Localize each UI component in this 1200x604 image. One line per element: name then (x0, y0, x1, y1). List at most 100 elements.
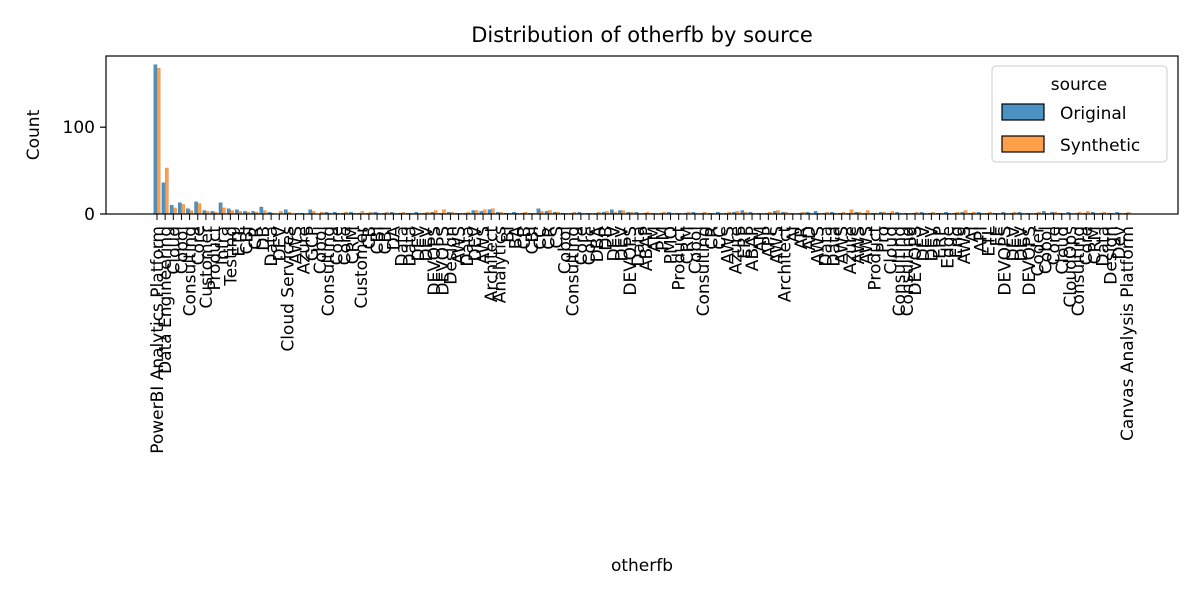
x-tick-label-52: Core (572, 226, 592, 265)
bar-synthetic-3 (181, 204, 185, 215)
x-tick-label-82: Data (816, 226, 836, 267)
x-tick-label-110: Core (1045, 226, 1065, 265)
x-tick-label-64: Product (670, 226, 690, 291)
x-tick-label-12: CR (246, 226, 266, 250)
x-tick-label-49: CS (547, 226, 567, 249)
x-tick-label-23: Core (335, 226, 355, 265)
x-tick-label-99: AWS (955, 226, 975, 264)
x-tick-label-68: CR (702, 226, 722, 250)
x-tick-label-119: Canvas Analysis Platform (1118, 226, 1138, 441)
legend-label-synthetic: Synthetic (1060, 136, 1140, 156)
x-tick-label-2: Cloud (164, 226, 184, 275)
legend-swatch-synthetic (1001, 135, 1045, 153)
legend-title: source (1051, 75, 1107, 95)
x-tick-label-103: FE (988, 226, 1008, 247)
x-tick-label-53: Core (580, 226, 600, 265)
x-tick-label-48: CR (539, 226, 559, 250)
x-tick-label-41: Architect (482, 226, 502, 303)
x-tick-label-63: PMO (662, 226, 682, 264)
x-tick-label-39: DEV (466, 226, 486, 262)
x-tick-label-62: PM (653, 226, 673, 251)
bar-original-10 (235, 209, 239, 215)
x-tick-label-36: Design (441, 226, 461, 285)
bar-original-2 (169, 205, 174, 215)
x-tick-label-22: Core (327, 226, 347, 265)
x-tick-label-113: Consulting (1069, 226, 1089, 316)
x-tick-label-29: DA (384, 226, 404, 251)
y-tick-label-0: 0 (84, 205, 95, 225)
x-tick-label-31: Data (401, 226, 421, 267)
x-tick-label-83: Data (825, 226, 845, 267)
x-tick-label-66: Cobol (686, 226, 706, 274)
x-tick-label-51: Consulting (564, 226, 584, 316)
x-tick-label-109: Cobol (1036, 226, 1056, 274)
x-tick-label-97: Edge (939, 226, 959, 269)
x-tick-label-112: CloudOps (1061, 226, 1081, 308)
legend-swatch-original (1001, 103, 1045, 121)
x-tick-label-94: DEV (914, 226, 934, 262)
x-tick-label-65: CRM (678, 226, 698, 264)
x-tick-label-101: API (971, 226, 991, 253)
x-tick-label-69: CC (710, 226, 730, 250)
y-axis-label: Count (24, 109, 44, 160)
x-tick-label-9: Testing (221, 226, 241, 287)
x-tick-label-24: CRM (344, 226, 364, 264)
x-tick-label-14: Data (262, 226, 282, 267)
x-tick-label-85: Azure (841, 226, 861, 274)
bar-original-3 (178, 202, 182, 215)
bar-original-8 (218, 202, 223, 215)
x-tick-label-98: Eng (947, 226, 967, 258)
x-tick-label-0: PowerBI Analytics Platform (148, 226, 168, 454)
x-tick-label-104: DEVOPS (996, 226, 1016, 296)
x-tick-label-87: AWS (857, 226, 877, 264)
bar-synthetic-5 (197, 203, 202, 215)
x-tick-label-30: Data (393, 226, 413, 267)
x-tick-label-81: AWS (808, 226, 828, 264)
x-tick-label-55: DB (596, 226, 616, 251)
x-tick-label-79: AR (792, 226, 812, 250)
x-tick-label-26: CB (360, 226, 380, 250)
x-tick-label-70: AWS (719, 226, 739, 264)
bar-original-1 (161, 182, 166, 215)
x-tick-label-45: CB (515, 226, 535, 250)
x-tick-label-5: Core (189, 226, 209, 265)
x-tick-label-38: Data (458, 226, 478, 267)
x-tick-label-89: Pro (873, 226, 893, 253)
x-tick-label-92: Consulting (898, 226, 918, 316)
x-tick-label-56: DEV (604, 226, 624, 262)
x-tick-label-106: DEV (1012, 226, 1032, 262)
x-tick-label-32: DEV (409, 226, 429, 262)
x-tick-label-28: CBI (376, 226, 396, 255)
bar-original-16 (284, 209, 288, 215)
x-tick-label-58: DEVOPS (621, 226, 641, 296)
bar-synthetic-2 (173, 207, 177, 215)
x-tick-label-67: Consulting (694, 226, 714, 316)
x-tick-label-15: DEV (270, 226, 290, 262)
x-tick-label-108: Coder (1028, 226, 1048, 277)
x-tick-label-60: ABAP (637, 226, 657, 271)
bar-synthetic-41 (491, 208, 495, 215)
x-tick-label-59: Data (629, 226, 649, 267)
bar-synthetic-8 (222, 207, 226, 215)
x-tick-label-40: AWS (474, 226, 494, 264)
bar-original-4 (186, 208, 190, 215)
x-tick-label-91: Consulting (890, 226, 910, 316)
x-tick-label-118: Dev (1110, 226, 1130, 260)
x-tick-label-11: CBI (238, 226, 258, 255)
x-tick-label-96: ERP (931, 226, 951, 259)
x-tick-label-95: DEV (922, 226, 942, 262)
x-tick-label-50: Cobol (556, 226, 576, 274)
x-tick-label-73: ABAP (743, 226, 763, 271)
x-tick-label-6: Customer (197, 226, 217, 309)
x-tick-label-47: CC (531, 226, 551, 250)
x-tick-label-88: Product (865, 226, 885, 291)
x-tick-label-44: BA (507, 226, 527, 250)
x-tick-label-13: DB (254, 226, 274, 251)
bar-synthetic-0 (156, 68, 161, 215)
x-tick-label-27: CBI (368, 226, 388, 255)
bars-group (153, 64, 1131, 215)
x-tick-label-21: Consulting (319, 226, 339, 316)
x-tick-label-116: Data (1094, 226, 1114, 267)
x-tick-label-1: Data Engineering (156, 226, 176, 374)
